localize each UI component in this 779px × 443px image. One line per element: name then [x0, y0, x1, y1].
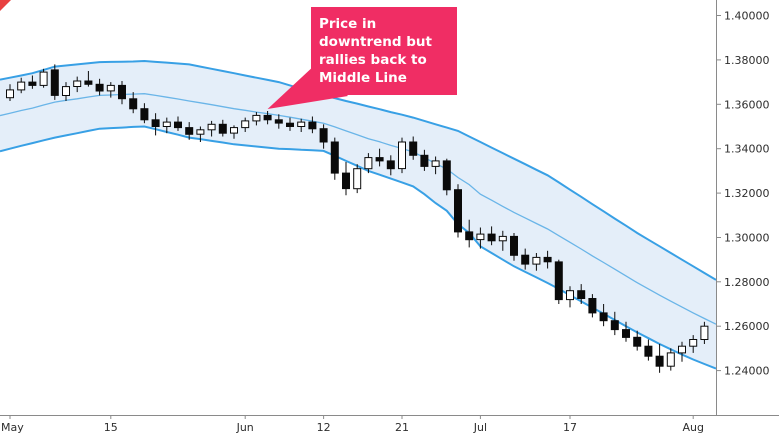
candle	[151, 113, 160, 136]
candle	[330, 137, 339, 180]
x-axis-label: 17	[563, 421, 577, 434]
y-axis-label: 1.26000	[724, 320, 770, 333]
candle	[84, 71, 93, 87]
candle	[666, 348, 675, 371]
y-axis-label: 1.30000	[724, 232, 770, 245]
candle	[599, 304, 608, 327]
candle	[118, 81, 126, 105]
candle	[185, 122, 194, 140]
candle	[633, 330, 642, 351]
candle	[364, 153, 373, 174]
candle	[622, 321, 630, 342]
candle	[532, 253, 541, 271]
y-axis-label: 1.40000	[724, 10, 770, 23]
candle	[487, 226, 496, 246]
candle	[196, 126, 205, 142]
candle	[174, 116, 182, 131]
y-axis-label: 1.34000	[724, 143, 770, 156]
candle	[218, 119, 227, 137]
candle	[398, 137, 406, 174]
corner-marker	[0, 0, 11, 11]
candle	[241, 117, 250, 132]
candle	[678, 341, 686, 362]
x-axis-label: Jun	[236, 421, 254, 434]
candle	[162, 117, 171, 134]
bollinger-band-fill	[0, 61, 716, 369]
candle	[476, 227, 485, 249]
candle	[700, 321, 709, 344]
candle	[431, 156, 440, 175]
candle	[308, 116, 317, 134]
x-axis-label: Jul	[473, 421, 487, 434]
x-axis-label: 21	[395, 421, 409, 434]
candle	[510, 233, 518, 261]
candle	[263, 111, 272, 125]
candle	[106, 82, 115, 98]
candle	[207, 120, 216, 137]
candle	[521, 248, 530, 270]
candle	[442, 158, 451, 196]
annotation-callout: Price in downtrend but rallies back to M…	[311, 7, 457, 95]
annotation-line: downtrend but	[319, 34, 432, 50]
candle	[140, 103, 149, 124]
candle	[454, 184, 462, 238]
candle	[420, 149, 429, 171]
y-axis-label: 1.28000	[724, 276, 770, 289]
candle	[39, 68, 48, 88]
candle	[465, 219, 474, 248]
y-axis-label: 1.32000	[724, 187, 770, 200]
y-axis-label: 1.36000	[724, 98, 770, 111]
x-axis-label: Aug	[682, 421, 703, 434]
bollinger-upper-band-line	[0, 59, 717, 281]
annotation-pointer	[267, 64, 348, 109]
candle	[297, 118, 306, 132]
candle	[230, 125, 238, 139]
y-axis-label: 1.38000	[724, 54, 770, 67]
annotation-line: Middle Line	[319, 70, 407, 86]
x-axis-label: May	[1, 421, 24, 434]
x-axis-label: 12	[317, 421, 331, 434]
candle	[286, 117, 294, 131]
candle	[655, 344, 664, 373]
candle	[610, 311, 619, 336]
candle	[409, 136, 418, 160]
candle	[17, 77, 26, 94]
annotation-line: rallies back to	[319, 52, 427, 68]
x-axis-label: 15	[104, 421, 118, 434]
candle	[498, 230, 507, 251]
candle	[386, 155, 395, 176]
candle	[28, 75, 37, 89]
candle	[50, 64, 59, 100]
y-axis-label: 1.24000	[724, 365, 770, 378]
candle	[577, 284, 586, 304]
candle	[644, 339, 653, 361]
candle	[129, 92, 138, 114]
candle	[342, 162, 350, 196]
candle	[73, 76, 82, 93]
candle	[95, 78, 104, 96]
candle	[62, 82, 70, 101]
candle	[689, 335, 698, 353]
candle	[588, 294, 597, 318]
annotation-line: Price in	[319, 16, 377, 32]
candle	[566, 286, 574, 308]
candle	[319, 124, 328, 149]
candle	[353, 164, 362, 194]
candle	[6, 84, 14, 101]
candle	[554, 259, 563, 304]
candle	[274, 114, 283, 129]
candle	[543, 250, 552, 269]
candle	[252, 112, 261, 126]
candle	[375, 148, 384, 167]
